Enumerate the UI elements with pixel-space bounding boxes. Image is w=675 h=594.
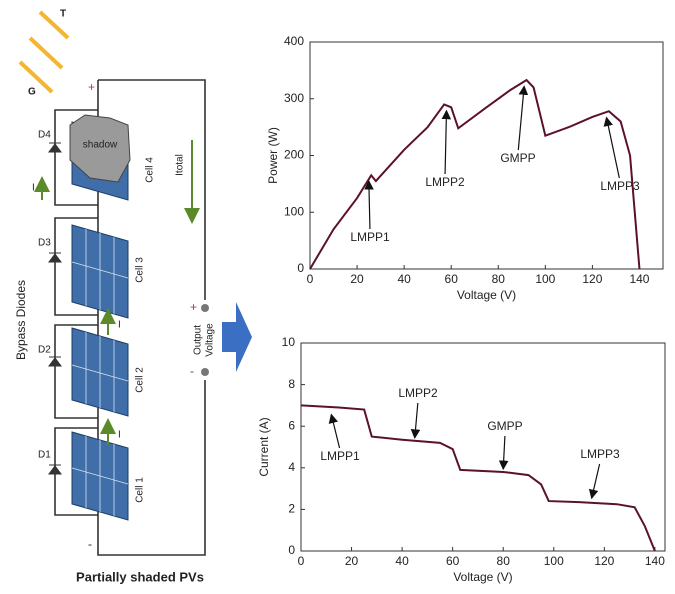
y-tick-label: 300 [284, 91, 304, 105]
y-tick-label: 100 [284, 204, 304, 218]
x-tick-label: 0 [307, 272, 314, 286]
annotation: GMPP [487, 419, 522, 433]
annotation-arrow [441, 109, 452, 175]
ray-label: G [28, 87, 36, 98]
shadow-label: shadow [83, 140, 118, 151]
x-tick-label: 0 [298, 554, 305, 568]
terminal [201, 304, 209, 312]
annotation-arrow [498, 435, 509, 471]
x-axis-label: Voltage (V) [457, 288, 516, 302]
annotation-arrow [364, 180, 374, 230]
output-label: Voltage [205, 323, 216, 357]
y-tick-label: 10 [282, 335, 296, 349]
cell-label: Cell 4 [145, 157, 156, 183]
wire [97, 79, 206, 556]
y-tick-label: 200 [284, 148, 304, 162]
flow-arrow [222, 302, 252, 372]
cell-label: Cell 1 [135, 477, 146, 503]
plot-frame [300, 342, 666, 552]
output-label: Output [193, 325, 204, 355]
polarity: + [88, 80, 95, 94]
x-tick-label: 40 [395, 554, 409, 568]
cell-label: Cell 3 [135, 257, 146, 283]
annotation-arrow [603, 116, 620, 179]
diagram: T G D4 D3 D2 D1 shadow Cell 4 Cell 3 Cel… [14, 9, 252, 584]
y-tick-label: 400 [284, 34, 304, 48]
x-tick-label: 100 [535, 272, 555, 286]
current-label: I [118, 320, 121, 331]
diode-label: D3 [38, 238, 51, 249]
x-tick-label: 20 [350, 272, 364, 286]
cell-label: Cell 2 [135, 367, 146, 393]
shadow-cloud [69, 114, 131, 183]
output-plus: + [190, 300, 197, 314]
y-tick-label: 4 [288, 460, 295, 474]
diodes [48, 142, 62, 475]
x-tick-label: 60 [445, 272, 459, 286]
x-tick-label: 80 [492, 272, 506, 286]
data-line [300, 404, 656, 552]
annotation-arrow [517, 85, 529, 151]
x-tick-label: 40 [397, 272, 411, 286]
x-tick-label: 60 [446, 554, 460, 568]
x-tick-label: 120 [582, 272, 602, 286]
bypass-wire [54, 109, 98, 516]
diode-label: D2 [38, 345, 51, 356]
polarity: - [88, 537, 92, 551]
x-tick-label: 140 [629, 272, 649, 286]
y-axis-label: Power (W) [266, 127, 280, 184]
annotation: LMPP3 [580, 447, 620, 461]
output-minus: - [190, 364, 194, 378]
x-tick-label: 140 [645, 554, 665, 568]
data-line [309, 78, 641, 270]
diode-label: D1 [38, 450, 51, 461]
terminal [201, 368, 209, 376]
x-tick-label: 80 [497, 554, 511, 568]
y-tick-label: 0 [297, 261, 304, 275]
x-tick-label: 100 [544, 554, 564, 568]
y-tick-label: 8 [288, 377, 295, 391]
total-current-label: Itotal [175, 154, 186, 176]
current-label: I [32, 183, 35, 194]
annotation: LMPP1 [350, 230, 390, 244]
annotation: GMPP [500, 151, 535, 165]
sun-rays [18, 10, 70, 94]
annotation: LMPP3 [600, 179, 640, 193]
x-tick-label: 20 [345, 554, 359, 568]
y-axis-label: Current (A) [257, 417, 271, 476]
y-tick-label: 0 [288, 543, 295, 557]
annotation: LMPP2 [425, 175, 465, 189]
x-axis-label: Voltage (V) [453, 570, 512, 584]
diode-label: D4 [38, 130, 51, 141]
caption: Partially shaded PVs [76, 569, 204, 584]
annotation-arrow [588, 463, 601, 500]
annotation-arrow [328, 413, 341, 449]
annotation: LMPP1 [320, 449, 360, 463]
annotation: LMPP2 [398, 386, 438, 400]
annotation-arrow [410, 402, 421, 439]
y-tick-label: 6 [288, 418, 295, 432]
x-tick-label: 120 [594, 554, 614, 568]
bypass-label: Bypass Diodes [14, 280, 28, 360]
y-tick-label: 2 [288, 502, 295, 516]
current-label: I [118, 430, 121, 441]
ray-label: T [60, 9, 66, 20]
